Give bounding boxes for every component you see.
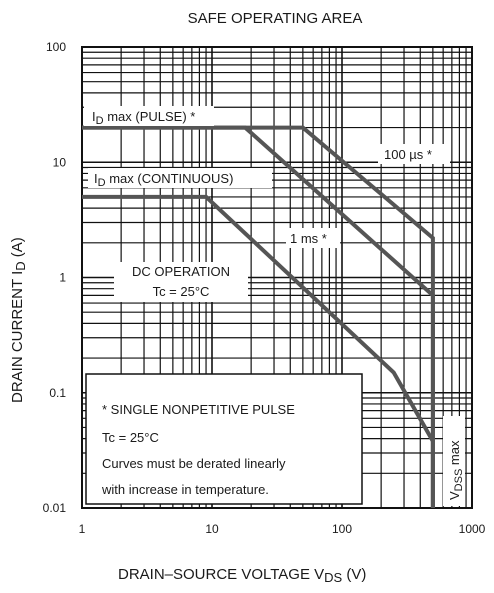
annotation-1ms: 1 ms * [290,231,327,246]
y-tick-label: 1 [59,271,66,285]
label-bg [378,144,450,164]
annotation-id-pulse: ID max (PULSE) * [92,109,195,127]
chart-title: SAFE OPERATING AREA [188,10,363,27]
annotation-100us: 100 µs * [384,147,432,162]
x-tick-label: 100 [332,522,352,536]
y-tick-label: 100 [46,40,66,54]
annotation-dc-tc: Tc = 25°C [153,284,210,299]
x-axis-label: DRAIN–SOURCE VOLTAGE VDS (V) [118,566,366,585]
note-line: Tc = 25°C [102,430,159,445]
tick-labels: 1 10 100 1000 100 10 1 0.1 0.01 [43,40,486,536]
y-tick-label: 10 [53,155,67,169]
series-1ms-line [82,125,435,508]
annotation-dc-operation: DC OPERATION [132,264,230,279]
note-line: Curves must be derated linearly [102,456,286,471]
series-dc-line [82,194,435,508]
x-tick-label: 1000 [459,522,486,536]
label-bg [114,262,248,302]
label-bg [286,228,340,248]
label-bg [88,168,272,188]
annotation-vdss-max: VDSS max [447,440,465,500]
y-axis-label: DRAIN CURRENT ID (A) [9,237,28,403]
y-tick-label: 0.01 [43,501,67,515]
label-bg [443,416,465,506]
x-tick-label: 10 [205,522,219,536]
annotation-id-continuous: ID max (CONTINUOUS) [94,171,233,189]
axis-labels: DRAIN–SOURCE VOLTAGE VDS (V) DRAIN CURREN… [9,237,366,585]
series-lines [82,125,435,508]
x-tick-label: 1 [79,522,86,536]
annotations: ID max (PULSE) * ID max (CONTINUOUS) 100 µ… [84,106,465,506]
y-tick-label: 0.1 [49,386,66,400]
notes-box [85,373,363,505]
note-line: with increase in temperature. [101,482,269,497]
note-line: * SINGLE NONPETITIVE PULSE [102,402,295,417]
label-bg [84,106,214,126]
